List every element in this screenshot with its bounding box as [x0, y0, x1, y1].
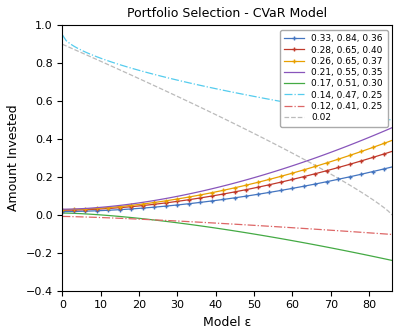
0.33, 0.84, 0.36: [225, 197, 229, 201]
0.21, 0.55, 0.35: [198, 190, 203, 194]
0.33, 0.84, 0.36: [60, 209, 65, 213]
0.12, 0.41, 0.25: [390, 233, 395, 237]
0.28, 0.65, 0.40: [390, 150, 395, 154]
Line: 0.17, 0.51, 0.30: 0.17, 0.51, 0.30: [62, 213, 392, 260]
0.26, 0.65, 0.37: [328, 160, 333, 164]
0.33, 0.84, 0.36: [328, 179, 333, 183]
Y-axis label: Amount Invested: Amount Invested: [7, 105, 20, 211]
Line: 0.26, 0.65, 0.37: 0.26, 0.65, 0.37: [60, 138, 395, 212]
0.21, 0.55, 0.35: [156, 198, 160, 202]
0.14, 0.47, 0.25: [156, 73, 160, 77]
0.02: [60, 42, 65, 46]
0.28, 0.65, 0.40: [328, 168, 333, 172]
0.26, 0.65, 0.37: [198, 193, 203, 197]
0.17, 0.51, 0.30: [225, 228, 229, 232]
X-axis label: Model ε: Model ε: [203, 316, 251, 329]
0.12, 0.41, 0.25: [156, 218, 160, 222]
0.28, 0.65, 0.40: [198, 196, 203, 200]
0.21, 0.55, 0.35: [390, 126, 395, 130]
Line: 0.33, 0.84, 0.36: 0.33, 0.84, 0.36: [60, 165, 395, 214]
Line: 0.12, 0.41, 0.25: 0.12, 0.41, 0.25: [62, 216, 392, 235]
0.21, 0.55, 0.35: [114, 204, 119, 208]
0.26, 0.65, 0.37: [156, 200, 160, 204]
0.17, 0.51, 0.30: [133, 216, 138, 220]
0.02: [156, 85, 160, 89]
0.14, 0.47, 0.25: [328, 108, 333, 112]
Line: 0.02: 0.02: [62, 44, 392, 215]
0.02: [225, 118, 229, 122]
0.02: [114, 66, 119, 70]
0.28, 0.65, 0.40: [114, 206, 119, 210]
0.26, 0.65, 0.37: [60, 208, 65, 212]
0.28, 0.65, 0.40: [133, 204, 138, 208]
Title: Portfolio Selection - CVaR Model: Portfolio Selection - CVaR Model: [127, 7, 327, 20]
0.28, 0.65, 0.40: [60, 208, 65, 212]
0.02: [198, 105, 203, 109]
Legend: 0.33, 0.84, 0.36, 0.28, 0.65, 0.40, 0.26, 0.65, 0.37, 0.21, 0.55, 0.35, 0.17, 0.: 0.33, 0.84, 0.36, 0.28, 0.65, 0.40, 0.26…: [280, 30, 387, 127]
0.21, 0.55, 0.35: [133, 201, 138, 205]
0.26, 0.65, 0.37: [390, 138, 395, 142]
0.26, 0.65, 0.37: [133, 203, 138, 207]
0.26, 0.65, 0.37: [114, 205, 119, 209]
0.21, 0.55, 0.35: [60, 207, 65, 211]
0.33, 0.84, 0.36: [156, 205, 160, 209]
0.17, 0.51, 0.30: [328, 246, 333, 250]
0.14, 0.47, 0.25: [60, 33, 65, 37]
0.12, 0.41, 0.25: [133, 217, 138, 221]
0.33, 0.84, 0.36: [133, 207, 138, 211]
0.17, 0.51, 0.30: [198, 224, 203, 228]
0.12, 0.41, 0.25: [328, 228, 333, 232]
0.14, 0.47, 0.25: [114, 61, 119, 66]
0.12, 0.41, 0.25: [60, 214, 65, 218]
0.28, 0.65, 0.40: [156, 202, 160, 206]
0.33, 0.84, 0.36: [390, 165, 395, 169]
0.17, 0.51, 0.30: [60, 211, 65, 215]
0.14, 0.47, 0.25: [225, 89, 229, 93]
0.02: [133, 75, 138, 79]
0.14, 0.47, 0.25: [133, 67, 138, 71]
0.17, 0.51, 0.30: [156, 218, 160, 222]
Line: 0.14, 0.47, 0.25: 0.14, 0.47, 0.25: [62, 35, 392, 120]
Line: 0.28, 0.65, 0.40: 0.28, 0.65, 0.40: [60, 149, 395, 213]
0.17, 0.51, 0.30: [114, 214, 119, 218]
0.12, 0.41, 0.25: [114, 216, 119, 220]
0.28, 0.65, 0.40: [225, 191, 229, 195]
0.17, 0.51, 0.30: [390, 258, 395, 262]
0.21, 0.55, 0.35: [225, 183, 229, 187]
Line: 0.21, 0.55, 0.35: 0.21, 0.55, 0.35: [62, 128, 392, 209]
0.02: [328, 172, 333, 176]
0.21, 0.55, 0.35: [328, 150, 333, 154]
0.14, 0.47, 0.25: [390, 118, 395, 122]
0.14, 0.47, 0.25: [198, 83, 203, 87]
0.12, 0.41, 0.25: [198, 220, 203, 224]
0.02: [390, 213, 395, 217]
0.33, 0.84, 0.36: [198, 200, 203, 204]
0.33, 0.84, 0.36: [114, 208, 119, 212]
0.26, 0.65, 0.37: [225, 187, 229, 192]
0.12, 0.41, 0.25: [225, 222, 229, 226]
